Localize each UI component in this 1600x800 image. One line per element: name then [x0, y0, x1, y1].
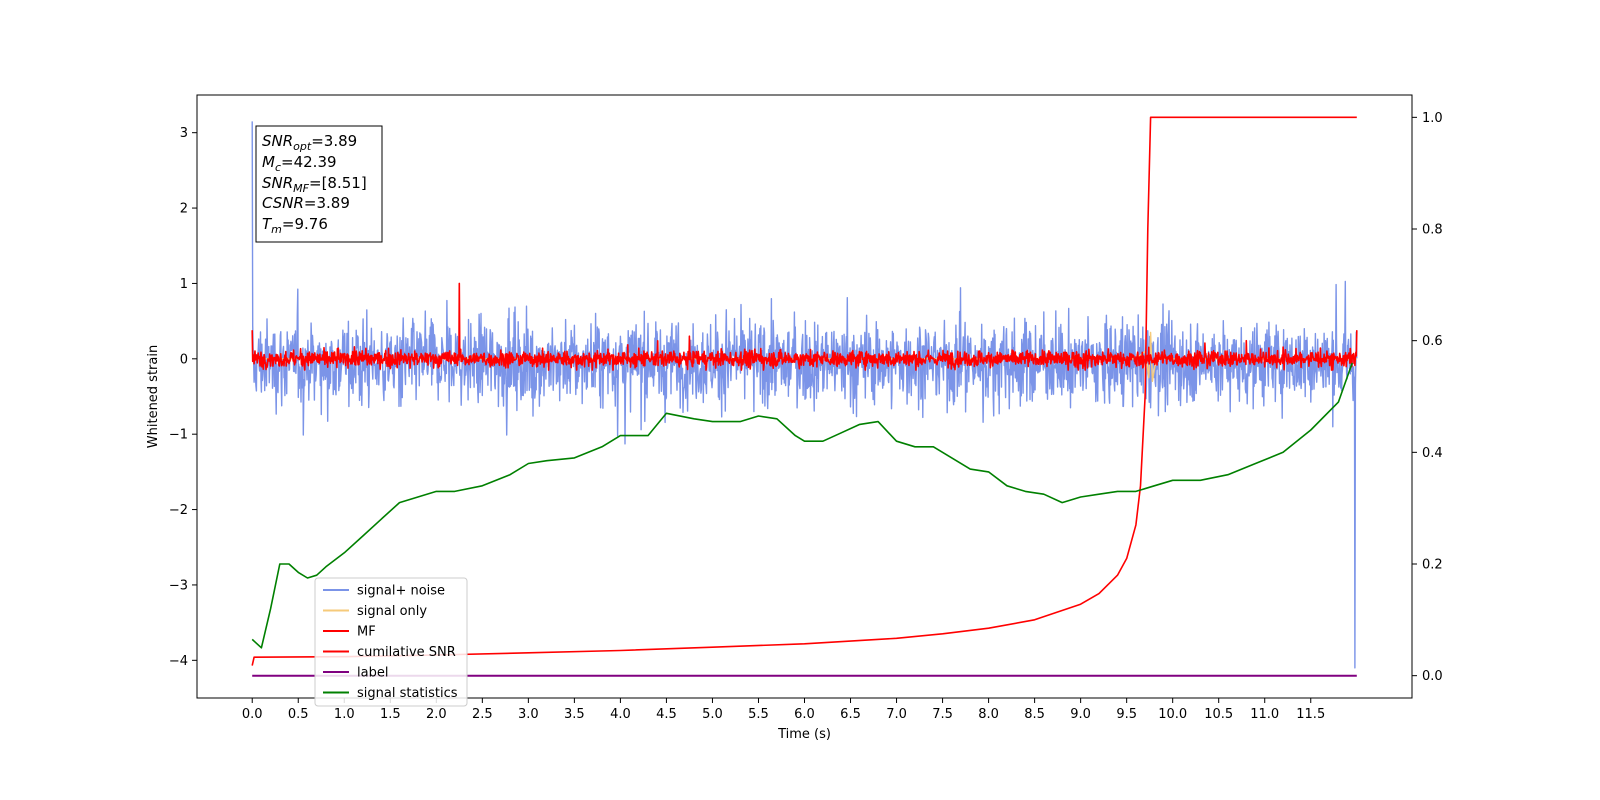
x-tick-label: 3.0 [518, 707, 539, 722]
x-tick-label: 8.5 [1024, 707, 1045, 722]
y-left-tick-label: 3 [180, 126, 188, 141]
y-right-tick-label: 0.6 [1422, 334, 1443, 349]
y-left-tick-label: 1 [180, 277, 188, 292]
x-tick-label: 11.0 [1250, 707, 1279, 722]
y-left-tick-label: −3 [169, 578, 188, 593]
series-cumulative-snr [251, 116, 1357, 666]
x-tick-label: 2.0 [426, 707, 447, 722]
legend-frame [314, 577, 468, 707]
annotation-frame [255, 125, 383, 243]
y-axis-left-ticks: 3 2 1 0 −1 −2 −3 −4 [169, 126, 197, 669]
legend-label: signal statistics [357, 686, 458, 701]
y-left-tick-label: −4 [169, 654, 188, 669]
y-left-tick-label: 0 [180, 352, 188, 367]
series-mf [251, 282, 1358, 371]
y-left-tick-label: 2 [180, 202, 188, 217]
y-right-tick-label: 0.4 [1422, 446, 1443, 461]
y-right-tick-label: 1.0 [1422, 111, 1443, 126]
y-left-tick-label: −2 [169, 503, 188, 518]
x-tick-label: 1.5 [380, 707, 401, 722]
x-tick-label: 7.5 [932, 707, 953, 722]
legend-label: cumilative SNR [357, 645, 456, 660]
x-tick-label: 4.5 [656, 707, 677, 722]
annotation-mc: Mc=42.39 [262, 153, 337, 174]
annotation-box: SNRopt=3.89 Mc=42.39 SNRMF=[8.51] CSNR=3… [255, 125, 383, 243]
y-axis-label: Whitened strain [146, 345, 161, 448]
x-tick-label: 11.5 [1296, 707, 1325, 722]
y-right-tick-label: 0.2 [1422, 558, 1443, 573]
y-axis-right-ticks: 1.0 0.8 0.6 0.4 0.2 0.0 [1412, 111, 1443, 684]
legend: signal+ noise signal only MF cumilative SNR… [314, 577, 468, 707]
legend-label: signal only [357, 604, 427, 619]
x-tick-label: 0.0 [242, 707, 263, 722]
x-tick-label: 3.5 [564, 707, 585, 722]
x-tick-label: 6.0 [794, 707, 815, 722]
x-axis-ticks: 0.0 0.5 1.0 1.5 2.0 2.5 3.0 3.5 4.0 4.5 5.0 5.5 6.0 6… [242, 698, 1325, 722]
y-left-tick-label: −1 [169, 428, 188, 443]
x-tick-label: 5.0 [702, 707, 723, 722]
x-tick-label: 10.5 [1204, 707, 1233, 722]
y-right-tick-label: 0.0 [1422, 669, 1443, 684]
annotation-tm: Tm=9.76 [262, 215, 328, 236]
x-tick-label: 0.5 [288, 707, 309, 722]
legend-label: signal+ noise [357, 584, 445, 599]
legend-label: MF [357, 625, 376, 640]
x-tick-label: 9.5 [1116, 707, 1137, 722]
x-tick-label: 7.0 [886, 707, 907, 722]
x-tick-label: 2.5 [472, 707, 493, 722]
x-tick-label: 4.0 [610, 707, 631, 722]
x-tick-label: 5.5 [748, 707, 769, 722]
annotation-snr-opt: SNRopt=3.89 [262, 132, 357, 153]
x-tick-label: 6.5 [840, 707, 861, 722]
annotation-csnr: CSNR=3.89 [262, 194, 350, 212]
x-tick-label: 1.0 [334, 707, 355, 722]
legend-label: label [357, 666, 388, 681]
x-tick-label: 8.0 [978, 707, 999, 722]
y-right-tick-label: 0.8 [1422, 223, 1443, 238]
annotation-snr-mf: SNRMF=[8.51] [262, 174, 367, 195]
x-tick-label: 10.0 [1158, 707, 1187, 722]
x-tick-label: 9.0 [1070, 707, 1091, 722]
x-axis-label: Time (s) [777, 727, 831, 742]
series-signal-statistics [251, 362, 1353, 649]
